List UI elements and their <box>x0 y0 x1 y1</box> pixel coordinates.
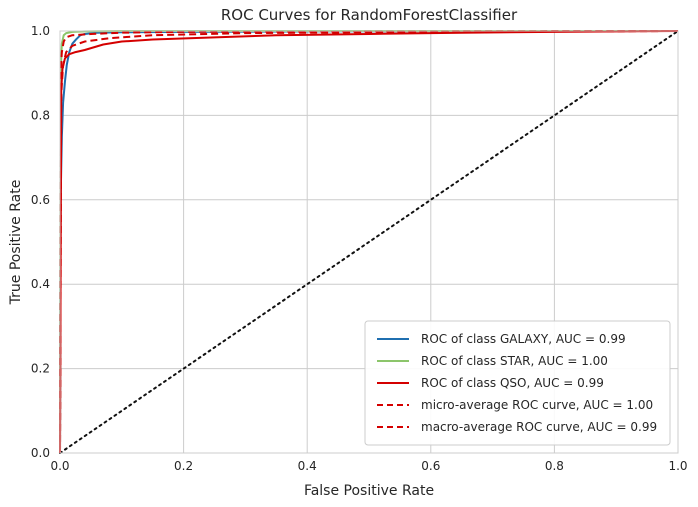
y-tick-label: 1.0 <box>31 24 50 38</box>
series-line-4 <box>59 30 679 454</box>
y-tick-label: 0.2 <box>31 362 50 376</box>
x-axis-title: False Positive Rate <box>304 483 434 499</box>
legend: ROC of class GALAXY, AUC = 0.99 ROC of cl… <box>364 320 671 446</box>
y-axis-title: True Positive Rate <box>8 180 24 306</box>
x-tick-labels: 0.0 0.2 0.4 0.6 0.8 1.0 <box>50 459 687 473</box>
legend-entry-label: ROC of class QSO, AUC = 0.99 <box>421 376 604 390</box>
chart-title: ROC Curves for RandomForestClassifier <box>221 6 518 24</box>
y-tick-label: 0.0 <box>31 446 50 460</box>
series-line-3 <box>59 30 679 454</box>
legend-entry-label: macro-average ROC curve, AUC = 0.99 <box>421 420 657 434</box>
chance-diagonal-line <box>59 30 679 454</box>
diagonal-layer <box>59 30 679 454</box>
x-tick-label: 0.4 <box>298 459 317 473</box>
x-tick-label: 0.6 <box>421 459 440 473</box>
y-tick-label: 0.6 <box>31 193 50 207</box>
x-tick-label: 0.0 <box>50 459 69 473</box>
x-tick-label: 0.2 <box>174 459 193 473</box>
legend-entry-label: ROC of class STAR, AUC = 1.00 <box>421 354 608 368</box>
y-tick-label: 0.8 <box>31 108 50 122</box>
series-layer <box>59 30 679 454</box>
y-tick-label: 0.4 <box>31 277 50 291</box>
y-tick-labels: 0.0 0.2 0.4 0.6 0.8 1.0 <box>31 24 50 460</box>
legend-box <box>364 320 671 446</box>
x-tick-label: 1.0 <box>668 459 687 473</box>
legend-entry-label: ROC of class GALAXY, AUC = 0.99 <box>421 332 626 346</box>
x-tick-label: 0.8 <box>545 459 564 473</box>
legend-entry-label: micro-average ROC curve, AUC = 1.00 <box>421 398 653 412</box>
plot-frame <box>59 30 679 454</box>
